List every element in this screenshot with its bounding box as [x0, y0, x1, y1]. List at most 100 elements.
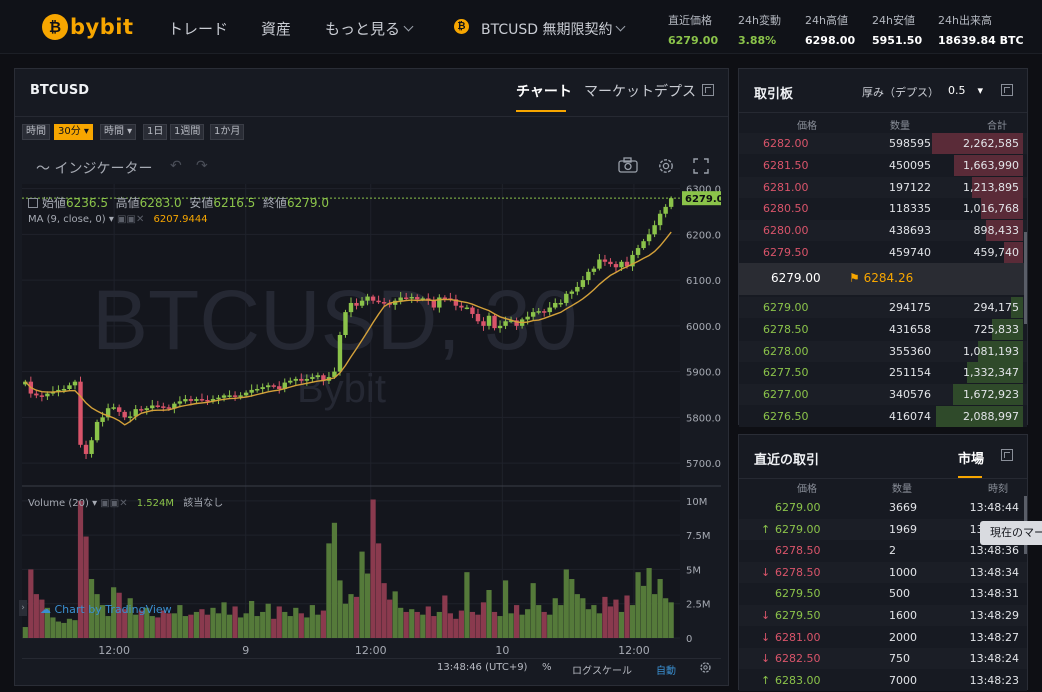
volume-tick-label: 2.5M [686, 600, 711, 611]
ma-value: 6207.9444 [153, 214, 208, 225]
tab-chart[interactable]: チャート [516, 84, 572, 100]
timeframe-button[interactable]: 1日 [143, 124, 168, 140]
tradingview-credit[interactable]: ☁ Chart by TradingView [40, 603, 172, 616]
nav-trade[interactable]: トレード [168, 20, 229, 38]
candle-body [337, 335, 343, 372]
fullscreen-icon[interactable] [693, 158, 709, 174]
depth-bar [980, 198, 1023, 220]
depth-select[interactable]: 0.5 ▾ [948, 84, 983, 97]
volume-bar [254, 616, 260, 638]
bid-total: 725,833 [973, 322, 1020, 336]
indicator-wave-icon: 〜 [36, 161, 50, 177]
volume-bar [574, 594, 580, 638]
candle-body [172, 403, 177, 409]
depth-bar [977, 340, 1023, 362]
auto-scale-toggle[interactable]: 自動 [656, 666, 676, 677]
log-scale-toggle[interactable]: ログスケール [572, 666, 632, 677]
expand-icon[interactable] [1001, 84, 1013, 96]
contract-selector[interactable]: BTCUSD 無期限契約 [481, 19, 626, 39]
volume-tick-label: 5M [686, 565, 701, 576]
volume-bar [260, 611, 266, 638]
expand-icon[interactable] [1001, 449, 1013, 461]
stat-24h-low: 24h安値 5951.50 [872, 12, 922, 47]
bid-price: 6278.00 [763, 344, 809, 358]
tab-market[interactable]: 市場 [958, 452, 985, 467]
ask-row[interactable]: 6280.50 118335 1,016,768 [739, 198, 1027, 220]
logo[interactable]: ₿ bybit [42, 13, 134, 41]
percent-toggle[interactable]: % [542, 662, 552, 673]
volume-bar [629, 605, 636, 638]
nav-more[interactable]: もっと見る [325, 18, 414, 39]
candle-body [376, 300, 381, 303]
expand-icon[interactable] [702, 84, 714, 96]
candle-body [381, 302, 387, 304]
volume-bar [519, 614, 525, 638]
candle-body [56, 389, 61, 392]
bid-qty: 294175 [889, 301, 931, 314]
candle-body [39, 395, 45, 397]
bid-row[interactable]: 6276.50 416074 2,088,997 [739, 406, 1027, 427]
ask-row[interactable]: 6281.50 450095 1,663,990 [739, 154, 1027, 176]
gear-icon[interactable] [657, 157, 675, 175]
settings-icon[interactable] [699, 661, 712, 674]
volume-bar [392, 591, 398, 638]
ask-row[interactable]: 6279.50 459740 459,740 [739, 242, 1027, 263]
redo-icon[interactable]: ↷ [196, 158, 208, 174]
bid-row[interactable]: 6277.50 251154 1,332,347 [739, 362, 1027, 384]
volume-bar [635, 572, 641, 638]
bid-qty: 431658 [889, 322, 931, 336]
trade-qty: 2 [889, 544, 896, 558]
camera-icon[interactable] [618, 157, 638, 173]
volume-controls-icon[interactable]: ▣▣✕ [100, 498, 128, 509]
scrollbar[interactable] [1024, 232, 1027, 324]
volume-bar [116, 592, 122, 638]
candle-body [199, 399, 205, 401]
candle-body [315, 375, 321, 378]
volume-legend: Volume (20) ▾ ▣▣✕ 1.524M 該当なし [28, 498, 224, 509]
ask-row[interactable]: 6282.00 598595 2,262,585 [739, 133, 1027, 154]
time-tick-label: 12:00 [355, 644, 387, 657]
orderbook-title: 取引板 [754, 87, 794, 102]
undo-icon[interactable]: ↶ [170, 158, 182, 174]
indicator-button[interactable]: 〜 インジケーター [36, 158, 152, 178]
trade-row: 6279.50 500 13:48:31 [739, 583, 1027, 605]
volume-bar [99, 605, 106, 638]
contract-label: BTCUSD 無期限契約 [481, 22, 613, 38]
stat-value: 3.88% [738, 34, 777, 47]
tab-market-depth[interactable]: マーケットデプス [584, 84, 696, 100]
timeframe-button[interactable]: 時間 ▾ [100, 124, 137, 140]
last-price-tag [682, 191, 721, 206]
chevron-down-icon [403, 21, 414, 32]
volume-bar [425, 606, 431, 638]
nav-assets[interactable]: 資産 [261, 20, 292, 38]
timeframe-button[interactable]: 1週間 [170, 124, 205, 140]
price-chart[interactable]: BTCUSD, 30 Bybit 6300.0 6200.0 6100.0 6000.… [22, 184, 721, 660]
volume-bar [204, 614, 211, 638]
ask-row[interactable]: 6281.00 197122 1,213,895 [739, 176, 1027, 198]
timeframe-button[interactable]: 時間 [22, 124, 50, 140]
ask-row[interactable]: 6280.00 438693 898,433 [739, 220, 1027, 242]
timeframe-button-active[interactable]: 30分 ▾ [54, 124, 93, 140]
chevron-right-icon[interactable]: › [19, 600, 27, 616]
ma-controls-icon[interactable]: ▣▣✕ [117, 214, 145, 225]
depth-bar [985, 220, 1023, 242]
candle-body [630, 254, 635, 267]
candle-body [232, 395, 238, 397]
timeframe-button[interactable]: 1か月 [210, 124, 245, 140]
arrow-up-icon: ↑ [761, 673, 771, 687]
bid-row[interactable]: 6279.00 294175 294,175 [739, 297, 1027, 318]
collapse-icon[interactable] [28, 198, 38, 208]
volume-bar [326, 543, 332, 638]
bid-row[interactable]: 6278.50 431658 725,833 [739, 318, 1027, 340]
volume-bar [547, 614, 553, 638]
depth-bar [935, 406, 1023, 427]
volume-bar [160, 610, 166, 638]
ask-qty: 438693 [889, 224, 931, 238]
volume-bar [55, 621, 62, 638]
trade-price: 6278.50 [775, 565, 821, 579]
bid-row[interactable]: 6277.00 340576 1,672,923 [739, 384, 1027, 406]
bid-row[interactable]: 6278.00 355360 1,081,193 [739, 340, 1027, 362]
volume-bar [39, 599, 45, 638]
trade-qty: 1000 [889, 565, 917, 579]
candle-body [497, 325, 503, 329]
